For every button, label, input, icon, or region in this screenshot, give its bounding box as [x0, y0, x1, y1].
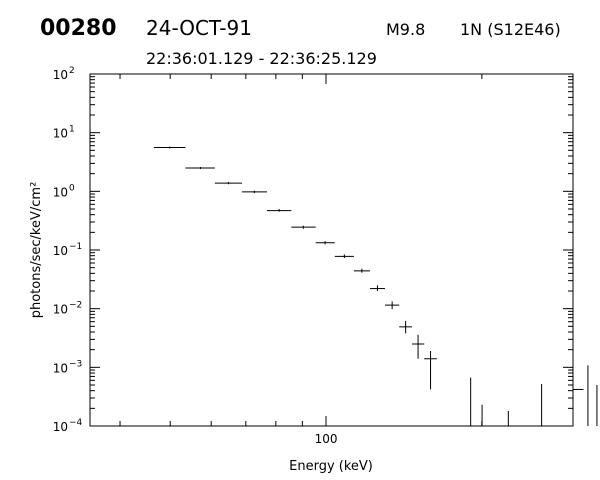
- y-tick-exponent: 2: [69, 66, 75, 76]
- data-point: [353, 268, 370, 273]
- time-range: 22:36:01.129 - 22:36:25.129: [146, 49, 377, 68]
- y-tick-exponent: −3: [69, 359, 82, 369]
- data-point: [399, 320, 413, 334]
- data-point: [185, 166, 215, 170]
- y-tick-label: 10: [53, 303, 68, 317]
- data-point: [153, 146, 186, 149]
- y-tick-label: 10: [53, 68, 68, 82]
- x-axis-label: Energy (keV): [289, 459, 373, 474]
- data-point: [573, 365, 589, 426]
- y-tick-exponent: 0: [69, 183, 75, 193]
- data-point: [369, 285, 385, 292]
- data-point: [424, 350, 437, 390]
- data-point: [384, 301, 400, 310]
- x-tick-label: 100: [315, 432, 338, 446]
- y-tick-label: 10: [53, 244, 68, 258]
- data-point: [241, 190, 267, 194]
- y-tick-label: 10: [53, 185, 68, 199]
- y-tick-exponent: −1: [69, 242, 82, 252]
- data-point: [412, 334, 425, 359]
- y-tick-label: 10: [53, 127, 68, 141]
- y-tick-exponent: 1: [69, 125, 75, 135]
- event-date: 24-OCT-91: [146, 16, 252, 40]
- x-axis-ticks: 100: [119, 74, 574, 446]
- y-tick-label: 10: [53, 361, 68, 375]
- y-tick-label: 10: [53, 420, 68, 434]
- data-points: [153, 146, 598, 426]
- flare-class: M9.8: [386, 20, 426, 39]
- data-point: [291, 225, 316, 229]
- plot-frame: [89, 73, 574, 427]
- y-tick-exponent: −2: [69, 301, 82, 311]
- data-point: [334, 254, 354, 259]
- data-point: [315, 241, 335, 245]
- flare-location: 1N (S12E46): [460, 20, 561, 39]
- data-point: [214, 182, 242, 185]
- event-id: 00280: [40, 16, 117, 41]
- data-point: [266, 208, 292, 212]
- y-tick-exponent: −4: [69, 418, 83, 428]
- y-axis-label: photons/sec/keV/cm²: [29, 182, 44, 319]
